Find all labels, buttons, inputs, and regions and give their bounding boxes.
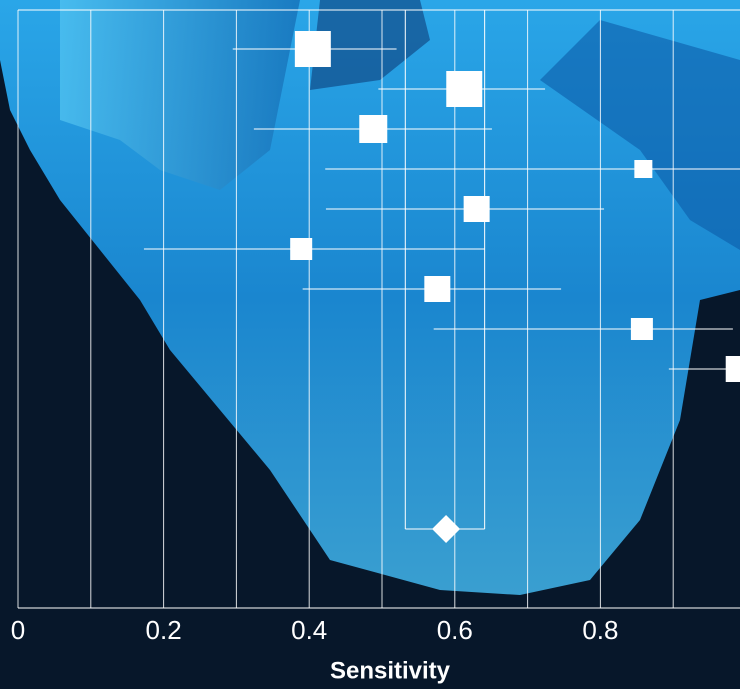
- study-marker: [634, 160, 652, 178]
- study-marker: [290, 238, 312, 260]
- study-marker: [424, 276, 450, 302]
- x-tick-label: 0: [11, 615, 25, 645]
- study-marker: [295, 31, 331, 67]
- x-tick-label: 0.6: [437, 615, 473, 645]
- page: {"chart_data": {"type": "forest", "xlabe…: [0, 0, 740, 689]
- x-tick-label: 0.8: [582, 615, 618, 645]
- x-tick-label: 0.4: [291, 615, 327, 645]
- study-marker: [631, 318, 653, 340]
- x-tick-label: 0.2: [146, 615, 182, 645]
- study-marker: [359, 115, 387, 143]
- study-marker: [726, 356, 740, 382]
- chart: Sensitivity 0 0.2 0.4 0.6 0.8: [0, 0, 740, 689]
- study-marker: [464, 196, 490, 222]
- study-marker: [446, 71, 482, 107]
- x-axis-label: Sensitivity: [330, 657, 451, 684]
